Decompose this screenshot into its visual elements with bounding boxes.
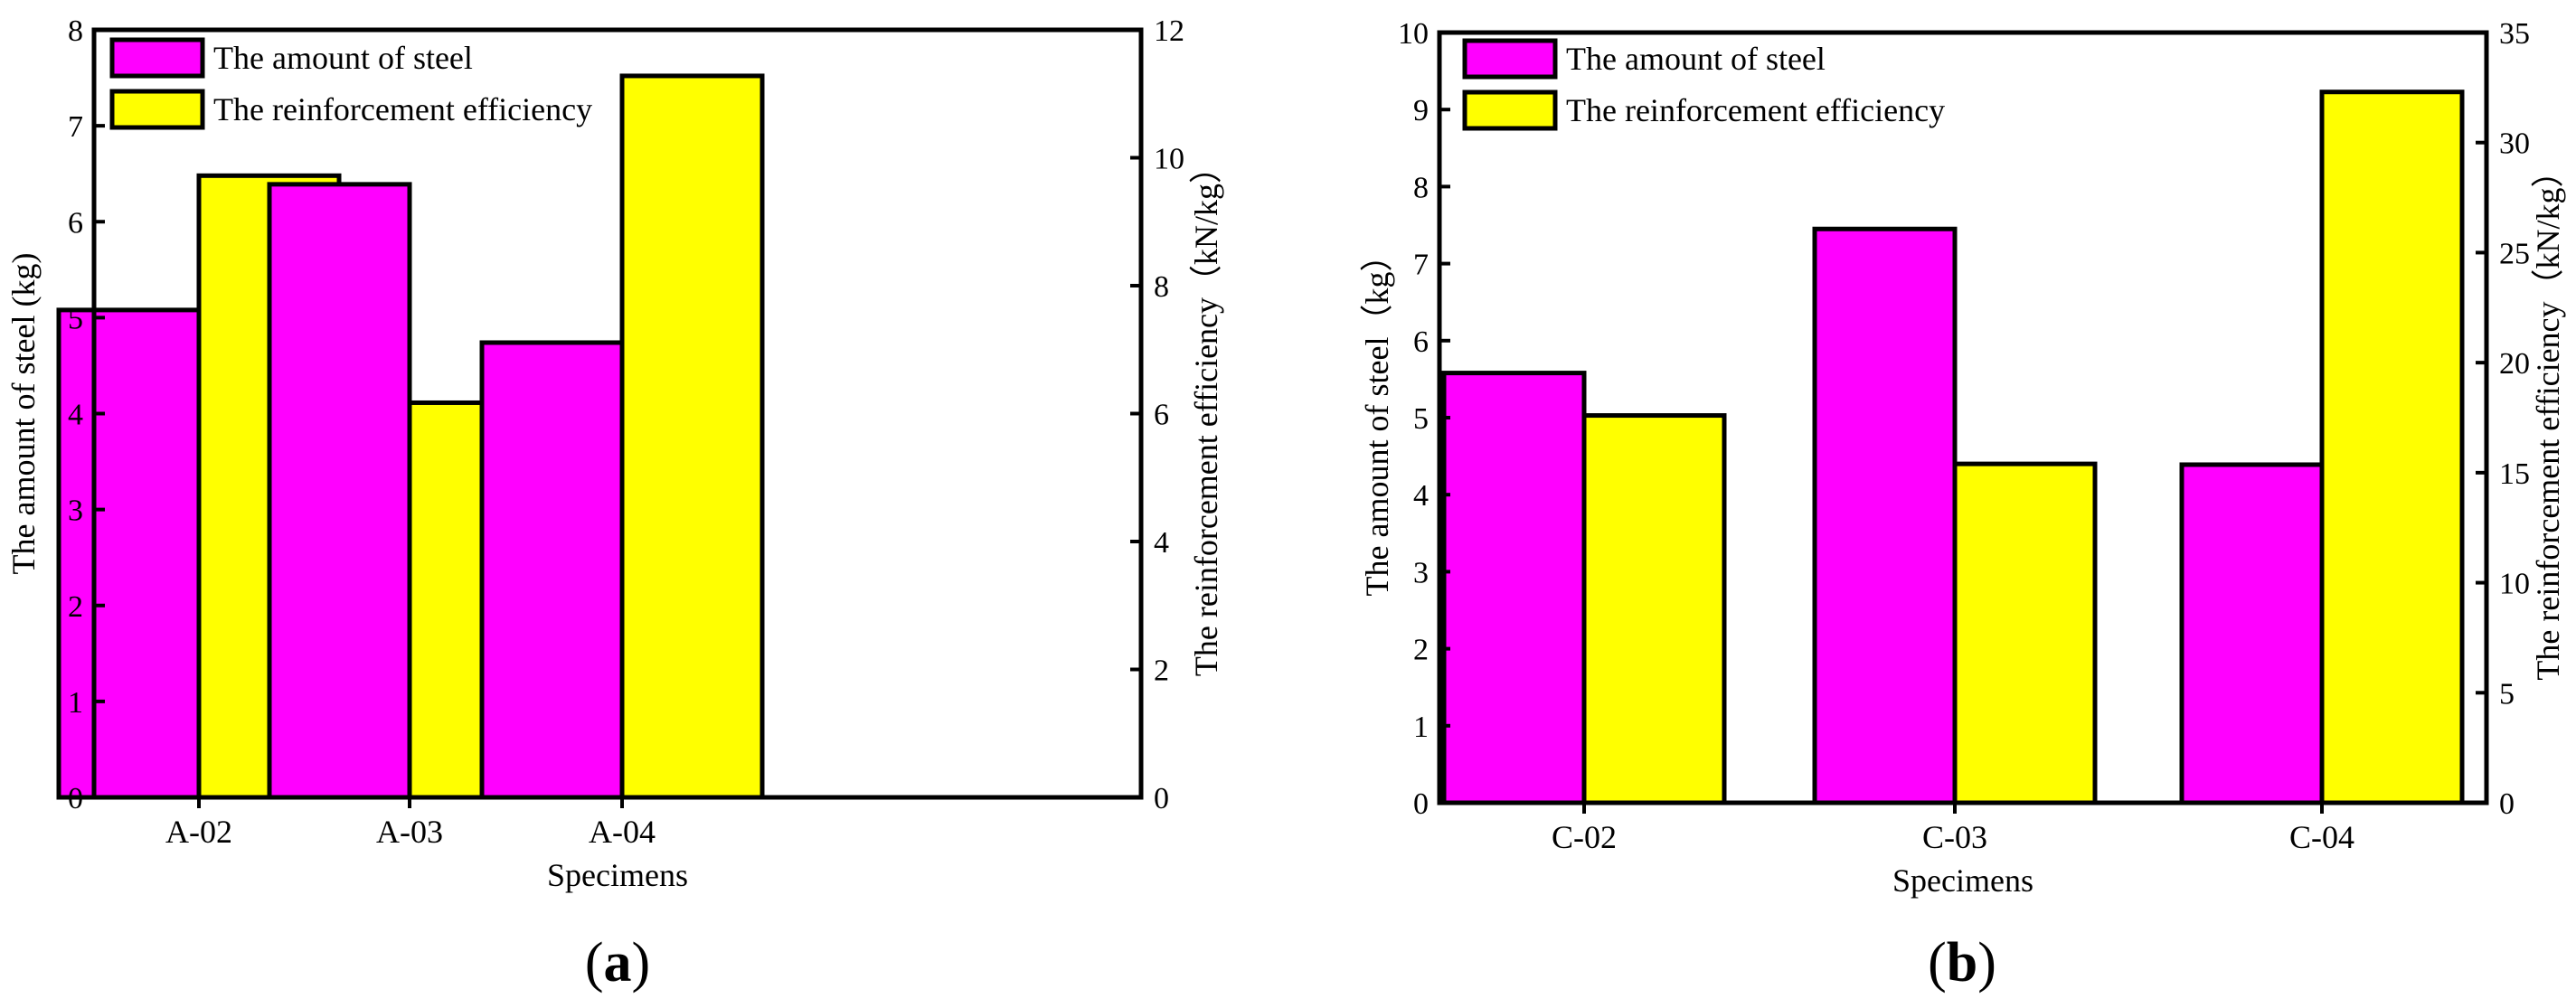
legend-swatch-efficiency [1462,89,1558,131]
left-tick-label: 1 [68,686,83,720]
right-tick-label: 2 [1154,655,1169,688]
left-tick-label: 2 [68,590,83,624]
left-tick-label: 4 [1413,479,1429,513]
right-tick-label: 6 [1154,399,1169,432]
right-tick-label: 0 [2499,787,2515,821]
left-tick-label: 7 [68,110,83,144]
right-tick-label: 25 [2499,237,2530,270]
right-tick-label: 10 [2499,568,2530,601]
x-tick-label: A-02 [165,814,232,850]
left-tick-label: 6 [1413,325,1429,359]
legend: The amount of steel The reinforcement eff… [109,37,592,130]
bar-A-04-efficiency [619,73,765,800]
right-tick-label: 8 [1154,270,1169,304]
left-tick-label: 3 [1413,556,1429,589]
panel-label: (b) [1928,932,1996,994]
bar-C-02-steel [1441,371,1587,805]
bar-C-03-efficiency [1952,461,2098,805]
bar-A-04-steel [479,340,625,800]
left-tick-label: 1 [1413,711,1429,744]
legend: The amount of steel The reinforcement eff… [1462,38,1945,131]
panel-label-letter: b [1947,932,1977,994]
panel-label-close: ) [632,932,651,994]
x-tick-label: A-04 [589,814,656,850]
bar-C-04-steel [2179,462,2325,805]
right-tick-label: 0 [1154,782,1169,815]
x-tick-label: C-04 [2289,819,2354,855]
legend-swatch-steel [1462,38,1558,80]
x-tick-label: C-02 [1552,819,1617,855]
x-tick-label: C-03 [1922,819,1987,855]
left-tick-label: 9 [1413,94,1429,127]
right-tick-label: 30 [2499,127,2530,161]
bar-A-02-steel [56,307,202,800]
panel-label-open: ( [1928,932,1947,994]
bar-C-03-steel [1812,226,1958,805]
legend-swatch-efficiency [109,89,205,130]
left-axis-title: The amount of steel（kg） [1359,240,1395,597]
panel-label-letter: a [604,932,632,994]
right-tick-label: 10 [1154,143,1184,176]
bar-A-03-steel [267,182,412,800]
left-tick-label: 8 [68,14,83,48]
legend-label: The amount of steel [1566,41,1826,77]
left-tick-label: 0 [1413,787,1429,821]
right-tick-label: 15 [2499,457,2530,491]
legend-label: The reinforcement efficiency [1566,92,1945,128]
x-tick-label: A-03 [376,814,443,850]
x-axis-title: Specimens [547,857,688,893]
legend-swatch-steel [109,37,205,79]
right-tick-label: 4 [1154,526,1169,560]
left-tick-label: 6 [68,206,83,240]
left-tick-label: 2 [1413,634,1429,667]
bar-C-02-efficiency [1581,413,1727,805]
right-tick-label: 35 [2499,17,2530,51]
right-tick-label: 12 [1154,14,1184,48]
chart-panel-b: 0 1 2 3 4 5 6 7 8 9 10 0 5 10 15 20 25 30 35 C-02 C-03 C-04 Sp… [1359,17,2566,994]
legend-label: The amount of steel [213,40,473,76]
left-axis-title: The amount of steel (kg) [5,253,42,575]
panel-label: (a) [585,932,650,994]
left-tick-label: 0 [68,782,83,815]
right-tick-label: 5 [2499,677,2515,711]
right-tick-label: 20 [2499,347,2530,381]
left-tick-label: 4 [68,399,83,432]
left-tick-label: 8 [1413,171,1429,204]
left-tick-label: 10 [1398,17,1429,51]
right-axis-title: The reinforcement efficiency（kN/kg） [1188,151,1224,676]
panel-label-close: ) [1977,932,1996,994]
left-tick-label: 5 [1413,402,1429,436]
left-tick-label: 3 [68,495,83,528]
right-axis-title: The reinforcement efficiency（kN/kg） [2530,155,2566,680]
x-axis-title: Specimens [1892,862,2033,899]
bar-C-04-efficiency [2319,89,2465,805]
left-tick-label: 7 [1413,249,1429,282]
legend-label: The reinforcement efficiency [213,91,592,127]
left-tick-label: 5 [68,302,83,335]
panel-label-open: ( [585,932,604,994]
